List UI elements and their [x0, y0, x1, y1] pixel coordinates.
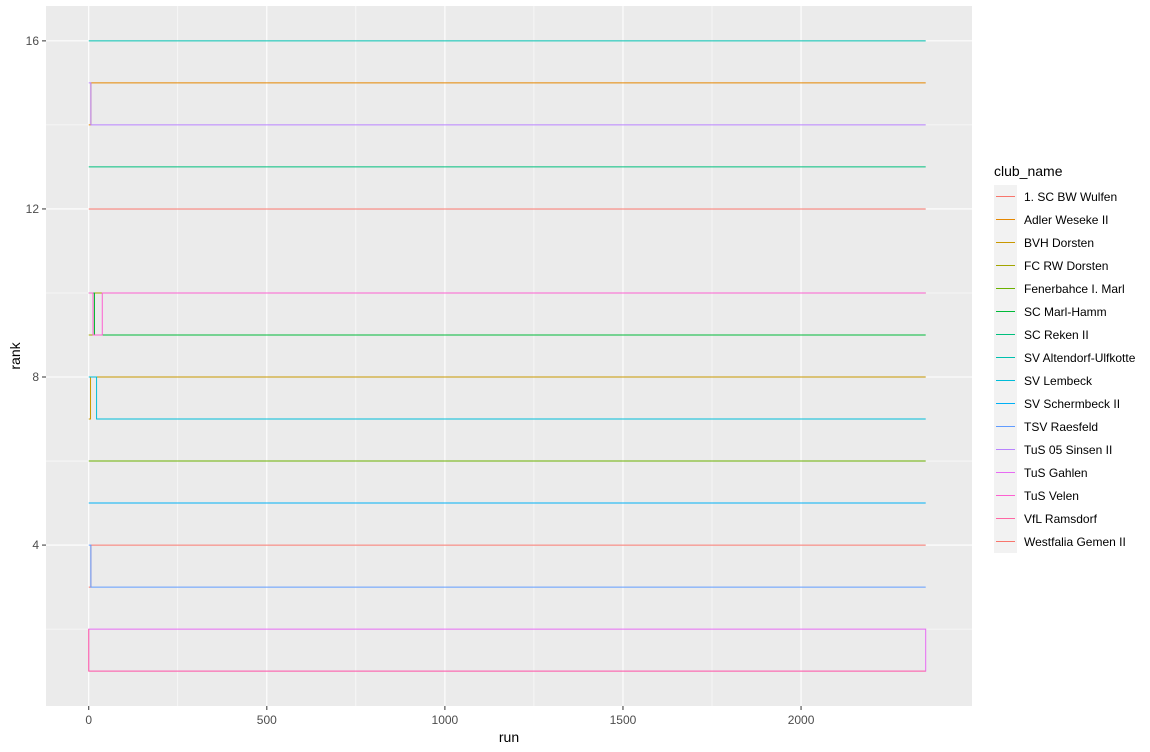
legend-label: BVH Dorsten: [1024, 236, 1094, 250]
y-tick-label: 12: [26, 202, 40, 216]
legend-label: Fenerbahce I. Marl: [1024, 282, 1125, 296]
legend-label: SV Schermbeck II: [1024, 397, 1120, 411]
x-tick-label: 500: [257, 713, 277, 727]
x-axis-title: run: [499, 729, 519, 745]
y-axis-title: rank: [7, 341, 23, 369]
legend-label: Westfalia Gemen II: [1024, 535, 1126, 549]
legend-label: SC Reken II: [1024, 328, 1089, 342]
legend-label: TuS Velen: [1024, 489, 1079, 503]
x-tick-label: 1000: [432, 713, 459, 727]
x-tick-label: 0: [85, 713, 92, 727]
legend-label: 1. SC BW Wulfen: [1024, 190, 1117, 204]
series-line: [88, 82, 926, 126]
legend-label: Adler Weseke II: [1024, 213, 1108, 227]
legend: club_name 1. SC BW Wulfen Adler Weseke II…: [994, 163, 1136, 553]
series-line: [88, 629, 926, 672]
y-tick-label: 4: [32, 538, 39, 552]
y-tick-label: 16: [26, 34, 40, 48]
legend-items: 1. SC BW Wulfen Adler Weseke II BVH Dorste…: [994, 185, 1136, 553]
legend-label: TSV Raesfeld: [1024, 420, 1098, 434]
plot-panel: [46, 6, 972, 706]
x-tick-label: 1500: [610, 713, 637, 727]
series-line: [88, 292, 926, 336]
series-line: [88, 376, 926, 420]
series-line: [88, 544, 926, 588]
legend-label: FC RW Dorsten: [1024, 259, 1108, 273]
legend-label: SV Altendorf-Ulfkotte: [1024, 351, 1136, 365]
legend-label: TuS 05 Sinsen II: [1024, 443, 1112, 457]
y-tick-label: 8: [32, 370, 39, 384]
legend-label: SC Marl-Hamm: [1024, 305, 1107, 319]
x-tick-label: 2000: [788, 713, 815, 727]
legend-label: VfL Ramsdorf: [1024, 512, 1098, 526]
x-axis: 0 500 1000 1500 2000: [85, 706, 815, 727]
series-line: [88, 376, 926, 420]
legend-title: club_name: [994, 163, 1063, 179]
series-lines: [88, 40, 927, 672]
legend-label: TuS Gahlen: [1024, 466, 1088, 480]
legend-label: SV Lembeck: [1024, 374, 1093, 388]
y-axis: 4 8 12 16: [26, 34, 46, 552]
